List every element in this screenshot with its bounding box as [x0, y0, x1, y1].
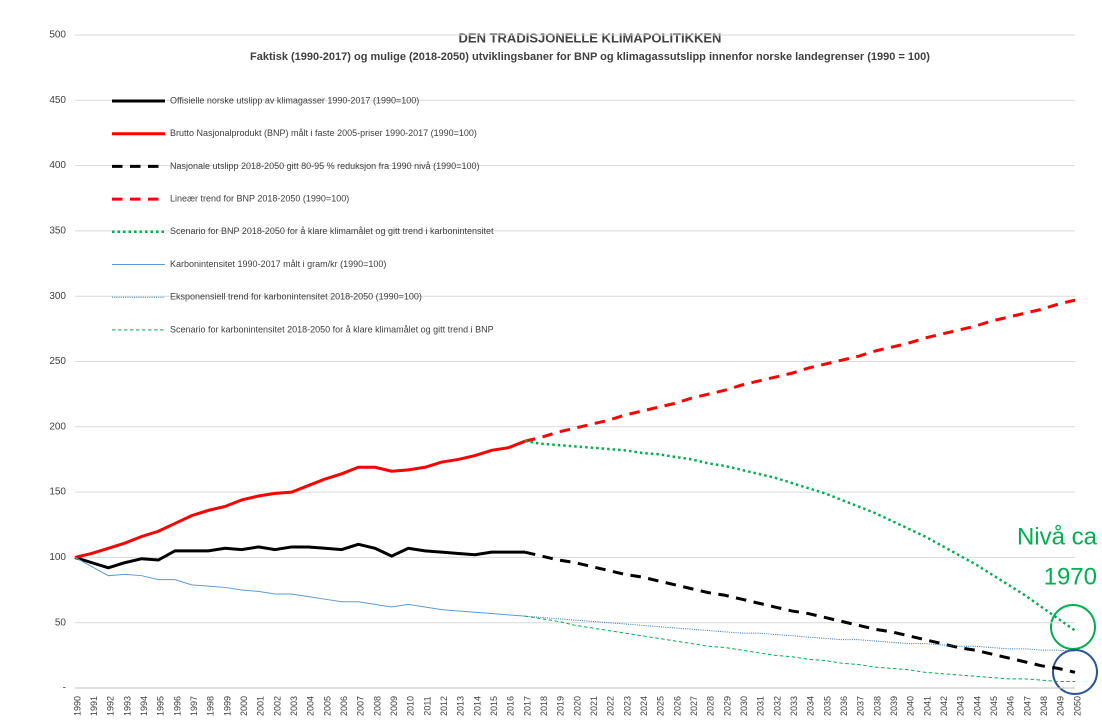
x-tick-label: 2031 [756, 696, 766, 716]
x-tick-label: 2006 [339, 696, 349, 716]
x-tick-label: 2040 [906, 696, 916, 716]
x-tick-label: 2008 [372, 696, 382, 716]
chart-title: DEN TRADISJONELLE KLIMAPOLITIKKEN [459, 30, 722, 45]
x-tick-label: 1990 [72, 696, 82, 716]
x-tick-label: 2028 [706, 696, 716, 716]
legend-label: Scenario for karbonintensitet 2018-2050 … [170, 324, 494, 334]
x-tick-label: 2023 [622, 696, 632, 716]
x-tick-label: 2035 [822, 696, 832, 716]
x-tick-label: 2019 [556, 696, 566, 716]
x-tick-label: 2034 [806, 696, 816, 716]
x-tick-label: 2047 [1022, 696, 1032, 716]
x-tick-label: 1998 [206, 696, 216, 716]
x-tick-label: 1996 [172, 696, 182, 716]
x-tick-label: 2049 [1056, 696, 1066, 716]
series-line [74, 542, 525, 570]
legend-label: Nasjonale utslipp 2018-2050 gitt 80-95 %… [170, 161, 479, 171]
x-tick-label: 2005 [322, 696, 332, 716]
x-tick-label: 2000 [239, 696, 249, 716]
legend-label: Brutto Nasjonalprodukt (BNP) målt i fast… [170, 128, 477, 138]
legend-label: Lineær trend for BNP 2018-2050 (1990=100… [170, 193, 349, 203]
x-tick-label: 2036 [839, 696, 849, 716]
x-tick-label: 2003 [289, 696, 299, 716]
y-tick-label: 450 [49, 95, 66, 106]
x-tick-label: 2044 [972, 696, 982, 716]
x-tick-label: 2013 [456, 696, 466, 716]
y-tick-label: 100 [49, 552, 66, 563]
legend-label: Eksponensiell trend for karbonintensitet… [170, 292, 422, 302]
series-line [524, 615, 1076, 652]
x-tick-label: 2046 [1006, 696, 1016, 716]
x-tick-label: 2038 [872, 696, 882, 716]
series-line [524, 298, 1076, 443]
x-tick-label: 2025 [656, 696, 666, 716]
x-tick-label: 2011 [422, 696, 432, 715]
legend-label: Offisielle norske utslipp av klimagasser… [170, 95, 419, 105]
x-tick-label: 1999 [222, 696, 232, 716]
x-tick-label: 1994 [139, 696, 149, 716]
chart-subtitle: Faktisk (1990-2017) og mulige (2018-2050… [250, 51, 930, 63]
x-tick-label: 2027 [689, 696, 699, 716]
series-line [524, 439, 1076, 632]
x-tick-label: 1991 [89, 696, 99, 716]
x-tick-label: 2016 [506, 696, 516, 716]
series-line [74, 556, 526, 617]
highlight-circle [1052, 649, 1098, 695]
x-tick-label: 2037 [856, 696, 866, 716]
x-tick-label: 2033 [789, 696, 799, 716]
x-tick-label: 2021 [589, 696, 599, 716]
x-tick-label: 2041 [922, 696, 932, 716]
x-tick-label: 2014 [472, 696, 482, 716]
y-tick-label: 50 [55, 617, 67, 628]
annotation: Nivå ca [1017, 523, 1098, 550]
x-tick-label: 2002 [272, 696, 282, 716]
x-tick-label: 2012 [439, 696, 449, 716]
y-tick-label: 200 [49, 421, 66, 432]
x-tick-label: 2032 [772, 696, 782, 716]
x-tick-label: 2001 [256, 696, 266, 716]
series-line [524, 615, 1075, 682]
x-tick-label: 2017 [522, 696, 532, 716]
x-tick-label: 2007 [356, 696, 366, 716]
x-tick-label: 1995 [156, 696, 166, 716]
x-tick-label: 2020 [572, 696, 582, 716]
x-tick-label: 2010 [406, 696, 416, 716]
x-tick-label: 2015 [489, 696, 499, 716]
y-tick-label: 250 [49, 356, 66, 367]
x-tick-label: 1997 [189, 696, 199, 716]
x-tick-label: 2029 [722, 696, 732, 716]
series-line [74, 439, 526, 559]
x-tick-label: 2009 [389, 696, 399, 716]
x-tick-label: 1992 [106, 696, 116, 716]
x-tick-label: 2024 [639, 696, 649, 716]
y-tick-label: 150 [49, 487, 66, 498]
x-tick-label: 2039 [889, 696, 899, 716]
x-tick-label: 2030 [739, 696, 749, 716]
x-tick-label: 2048 [1039, 696, 1049, 716]
y-tick-label: 400 [49, 160, 66, 171]
legend-label: Karbonintensitet 1990-2017 målt i gram/k… [170, 259, 386, 269]
x-tick-label: 2026 [672, 696, 682, 716]
y-tick-label: 350 [49, 226, 66, 237]
x-tick-label: 2004 [306, 696, 316, 716]
y-tick-label: 300 [49, 291, 66, 302]
x-tick-label: 2045 [989, 696, 999, 716]
highlight-circle [1050, 604, 1096, 650]
x-tick-label: 2050 [1072, 696, 1082, 716]
x-tick-label: 2043 [956, 696, 966, 716]
x-tick-label: 2018 [539, 696, 549, 716]
annotation: 1970 [1044, 563, 1097, 590]
x-tick-label: 1993 [122, 696, 132, 716]
y-tick-label: 500 [49, 30, 66, 41]
series-line [524, 550, 1076, 674]
x-tick-label: 2022 [606, 696, 616, 716]
y-tick-label: - [63, 683, 66, 694]
x-tick-label: 2042 [939, 696, 949, 716]
legend-label: Scenario for BNP 2018-2050 for å klare k… [170, 226, 494, 236]
